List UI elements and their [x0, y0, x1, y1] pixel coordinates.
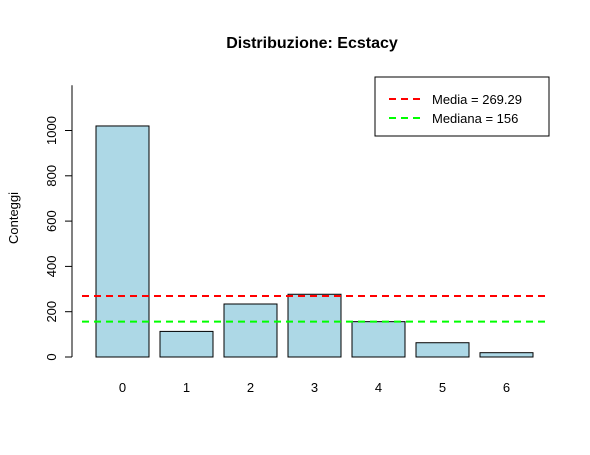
- x-axis-labels: 0 1 2 3 4 5 6: [119, 380, 510, 395]
- legend-label-media: Media = 269.29: [432, 92, 522, 107]
- x-tick-label-3: 3: [311, 380, 318, 395]
- y-tick-label: 200: [44, 301, 59, 323]
- x-tick-label-2: 2: [247, 380, 254, 395]
- bar-1: [160, 331, 213, 357]
- y-tick-label: 0: [44, 353, 59, 360]
- y-axis: 0 200 400 600 800 1000: [44, 85, 72, 360]
- bar-6: [480, 353, 533, 357]
- x-tick-label-1: 1: [183, 380, 190, 395]
- y-tick-label: 400: [44, 256, 59, 278]
- bar-5: [416, 343, 469, 357]
- y-tick-label: 600: [44, 210, 59, 232]
- y-tick-label: 800: [44, 165, 59, 187]
- legend-label-mediana: Mediana = 156: [432, 111, 518, 126]
- x-tick-label-4: 4: [375, 380, 382, 395]
- x-tick-label-6: 6: [503, 380, 510, 395]
- y-axis-label: Conteggi: [6, 192, 21, 244]
- bar-2: [224, 304, 277, 357]
- x-tick-label-5: 5: [439, 380, 446, 395]
- bar-3: [288, 294, 341, 357]
- bar-4: [352, 322, 405, 357]
- y-tick-label: 1000: [44, 116, 59, 145]
- legend: Media = 269.29 Mediana = 156: [375, 77, 549, 136]
- x-tick-label-0: 0: [119, 380, 126, 395]
- chart-title: Distribuzione: Ecstacy: [226, 35, 398, 52]
